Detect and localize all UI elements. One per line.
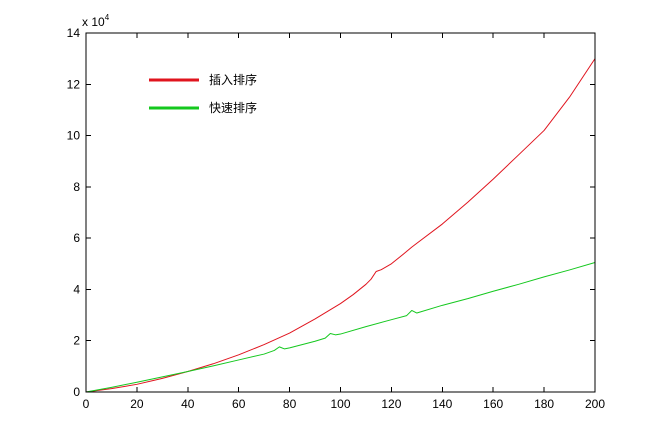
series-line-1 [85, 58, 596, 393]
y-tick-label: 8 [73, 180, 80, 194]
x-tick-label: 60 [232, 397, 246, 411]
legend-label-1: 插入排序 [209, 72, 257, 87]
x-tick-label: 0 [83, 397, 90, 411]
y-tick-label: 6 [73, 231, 80, 245]
y-tick-label: 12 [67, 77, 81, 91]
x-tick-label: 120 [381, 397, 401, 411]
x-tick-label: 80 [283, 397, 297, 411]
legend-label-2: 快速排序 [209, 100, 257, 115]
y-scale-base: x 10 [82, 15, 105, 29]
x-tick-label: 140 [432, 397, 452, 411]
y-scale-multiplier: x 104 [82, 13, 110, 29]
plot-area [86, 33, 595, 392]
axes-layer: 0 20 40 60 80 100 120 140 160 180 200 0 2 4 6 8 10 12 14 [67, 26, 606, 411]
series-layer [85, 58, 596, 393]
y-tick-label: 4 [73, 282, 80, 296]
y-scale-exponent: 4 [105, 13, 110, 22]
y-tick-label: 2 [73, 334, 80, 348]
y-tick-label: 10 [67, 129, 81, 143]
x-tick-label: 20 [130, 397, 144, 411]
y-tick-label: 0 [73, 385, 80, 399]
x-tick-label: 160 [483, 397, 503, 411]
series-line-2 [85, 262, 596, 393]
y-tick-label: 14 [67, 26, 81, 40]
x-tick-label: 100 [330, 397, 350, 411]
x-tick-label: 40 [181, 397, 195, 411]
x-tick-label: 200 [585, 397, 605, 411]
x-tick-label: 180 [534, 397, 554, 411]
